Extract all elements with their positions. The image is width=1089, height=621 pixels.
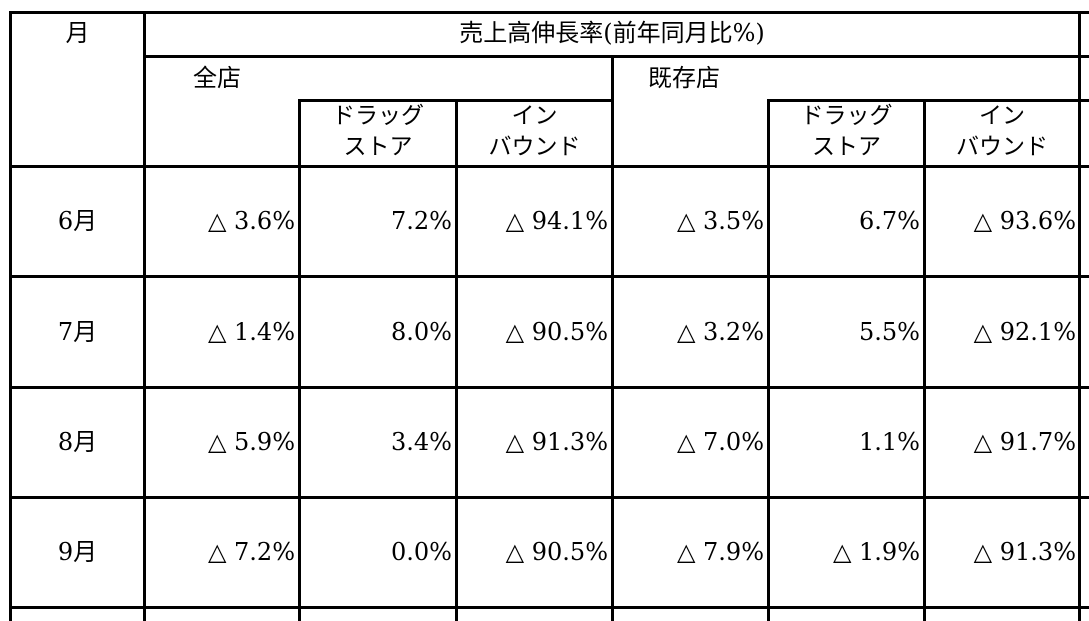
- row-month: 8月: [57, 428, 98, 456]
- subheader-inbound-line1: イン: [511, 103, 558, 129]
- grid-line: [9, 496, 1089, 499]
- grid-line: [767, 99, 1089, 102]
- grid-line: [9, 11, 1089, 14]
- subheader-inbound-line2: バウンド: [956, 134, 1048, 160]
- cell-all-drugstore: 7.2%: [391, 207, 452, 235]
- grid-line: [1078, 12, 1081, 621]
- cell-all-total: △ 5.9%: [207, 428, 295, 456]
- subheader-drugstore-line1: ドラッグ: [332, 103, 424, 129]
- cell-all-drugstore: 8.0%: [391, 318, 452, 346]
- cell-existing-drugstore: 5.5%: [859, 318, 920, 346]
- grid-line: [9, 386, 1089, 389]
- cell-all-total: △ 1.4%: [207, 318, 295, 346]
- cell-all-inbound: △ 90.5%: [505, 538, 608, 566]
- cell-existing-drugstore: 6.7%: [859, 207, 920, 235]
- cell-all-drugstore: 0.0%: [391, 538, 452, 566]
- cell-existing-inbound: △ 93.6%: [973, 207, 1076, 235]
- subheader-inbound-line1: イン: [979, 103, 1025, 129]
- row-month: 9月: [57, 538, 98, 566]
- grid-line: [9, 165, 1089, 168]
- grid-line: [143, 55, 1089, 58]
- group-all-stores: 全店: [193, 64, 241, 92]
- grid-line: [298, 99, 614, 102]
- grid-line: [298, 100, 301, 621]
- cell-existing-total: △ 3.2%: [676, 318, 764, 346]
- grid-line: [143, 12, 146, 621]
- subheader-drugstore-line2: ストア: [812, 134, 881, 160]
- cell-all-inbound: △ 94.1%: [505, 207, 608, 235]
- grid-line: [923, 100, 926, 621]
- cell-all-inbound: △ 91.3%: [505, 428, 608, 456]
- grid-line: [767, 100, 770, 621]
- grid-line: [9, 275, 1089, 278]
- cell-all-drugstore: 3.4%: [391, 428, 452, 456]
- group-existing-stores: 既存店: [648, 64, 720, 92]
- row-month: 6月: [57, 207, 98, 235]
- month-header: 月: [65, 19, 90, 47]
- grid-line: [9, 606, 1089, 609]
- cell-existing-inbound: △ 91.3%: [973, 538, 1076, 566]
- cell-existing-total: △ 7.0%: [676, 428, 764, 456]
- cell-existing-drugstore: 1.1%: [859, 428, 920, 456]
- cell-all-total: △ 7.2%: [207, 538, 295, 566]
- grid-line: [611, 57, 614, 621]
- table-title: 売上高伸長率(前年同月比%): [459, 19, 765, 47]
- subheader-drugstore-line2: ストア: [343, 134, 413, 160]
- cell-existing-drugstore: △ 1.9%: [832, 538, 920, 566]
- cell-existing-inbound: △ 91.7%: [973, 428, 1076, 456]
- subheader-drugstore-line1: ドラッグ: [800, 103, 893, 129]
- cell-existing-total: △ 7.9%: [676, 538, 764, 566]
- row-month: 7月: [57, 318, 98, 346]
- cell-existing-inbound: △ 92.1%: [973, 318, 1076, 346]
- grid-line: [9, 12, 12, 621]
- cell-all-inbound: △ 90.5%: [505, 318, 608, 346]
- cell-existing-total: △ 3.5%: [676, 207, 764, 235]
- subheader-inbound-line2: バウンド: [488, 134, 581, 160]
- cell-all-total: △ 3.6%: [207, 207, 295, 235]
- grid-line: [455, 100, 458, 621]
